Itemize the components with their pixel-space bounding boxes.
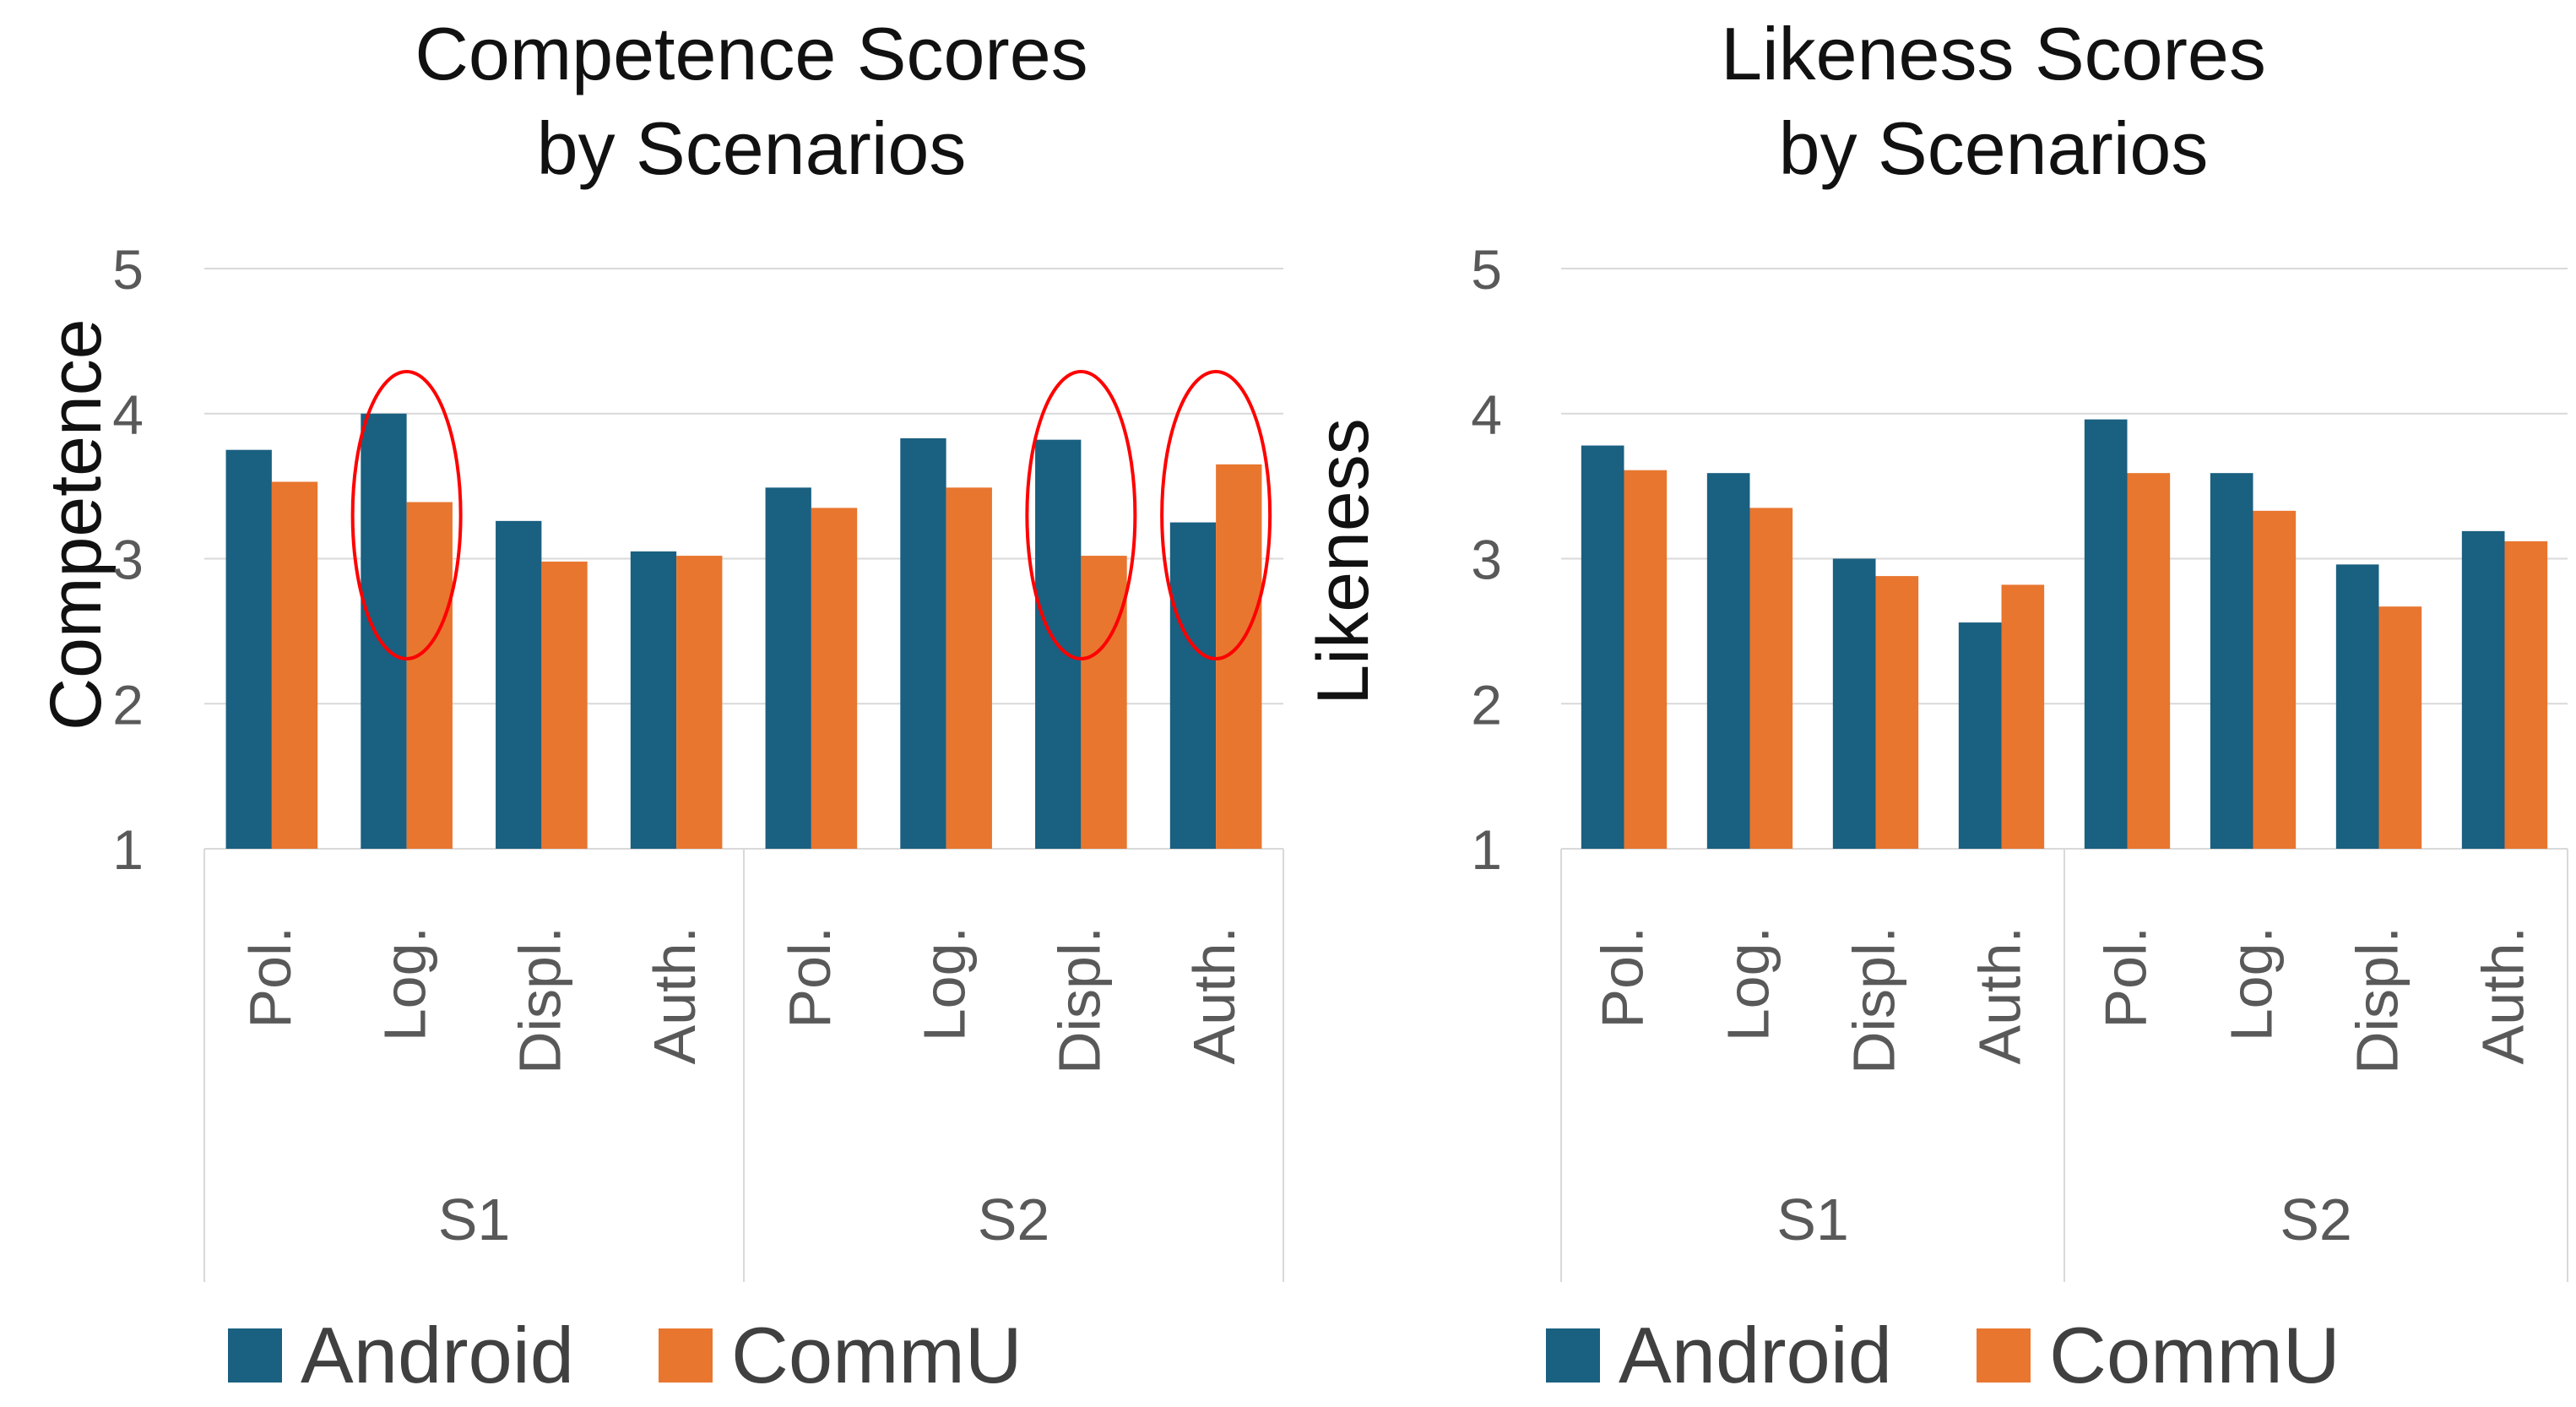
x-tick-label: Displ. (2345, 926, 2411, 1074)
x-tick-label: Pol. (2093, 926, 2159, 1029)
group-label: S1 (1776, 1187, 1849, 1252)
x-tick-label: Pol. (237, 926, 303, 1029)
chart-title-line-1: Competence Scores (415, 12, 1088, 95)
x-tick-label: Auth. (1967, 926, 2033, 1064)
highlight-ellipse (350, 370, 463, 660)
bar-android (630, 551, 677, 849)
highlight-ellipse (1160, 370, 1272, 660)
x-tick-label: Auth. (642, 926, 708, 1064)
x-tick-label: Auth. (2470, 926, 2536, 1064)
legend-label-commu: CommU (2049, 1311, 2340, 1399)
highlight-ellipse (1025, 370, 1137, 660)
competence-bar-chart: 1 2 3 4 5 Pol. Log. Displ. Auth. Pol. Log. Displ. Au… (112, 238, 1284, 1282)
y-tick-label: 5 (112, 238, 144, 301)
commu-swatch (1977, 1328, 2031, 1383)
y-tick-label: 1 (1471, 818, 1502, 881)
bar-commu (406, 502, 453, 849)
android-swatch (1546, 1328, 1600, 1383)
bar-commu (2504, 541, 2548, 849)
y-tick-label: 4 (112, 383, 144, 446)
y-tick-label: 3 (112, 529, 144, 591)
x-tick-label: Auth. (1181, 926, 1247, 1064)
commu-swatch (659, 1328, 713, 1383)
group-label: S2 (978, 1187, 1050, 1252)
x-tick-label: Log. (2219, 926, 2285, 1041)
bar-android (496, 520, 542, 849)
bar-android (1832, 558, 1876, 849)
bar-commu (1749, 508, 1793, 849)
x-tick-label: Log. (912, 926, 978, 1041)
bar-commu (1875, 576, 1919, 849)
y-tick-label: 5 (1471, 238, 1502, 301)
bar-commu (811, 508, 858, 849)
bar-android (2210, 473, 2253, 849)
bar-commu (946, 487, 992, 849)
legend-item-android: Android (228, 1310, 574, 1401)
bar-android (2335, 564, 2379, 849)
x-tick-label: Log. (1716, 926, 1782, 1041)
bar-android (361, 413, 407, 849)
bar-android (2084, 419, 2128, 849)
bar-android (2461, 530, 2505, 849)
y-tick-label: 2 (1471, 673, 1502, 736)
bar-commu (1624, 470, 1668, 849)
x-tick-label: Pol. (777, 926, 843, 1029)
legend-item-commu: CommU (1977, 1310, 2340, 1401)
x-tick-label: Displ. (507, 926, 572, 1074)
legend-item-android: Android (1546, 1310, 1892, 1401)
chart-title-line-1: Likeness Scores (1721, 12, 2266, 95)
legend-label-commu: CommU (731, 1311, 1022, 1399)
bar-commu (2001, 584, 2045, 849)
bar-android (765, 487, 811, 849)
bar-android (225, 449, 272, 849)
y-tick-label: 3 (1471, 529, 1502, 591)
chart-title-line-2: by Scenarios (1778, 106, 2209, 190)
y-tick-label: 1 (112, 818, 144, 881)
legend-item-commu: CommU (659, 1310, 1022, 1401)
bar-android (1169, 522, 1217, 849)
bar-commu (676, 556, 723, 849)
bar-android (1581, 445, 1624, 849)
y-tick-label: 4 (1471, 383, 1502, 446)
chart-title: Competence Scores by Scenarios (308, 7, 1195, 196)
chart-title-line-2: by Scenarios (536, 106, 967, 190)
x-tick-label: Pol. (1590, 926, 1656, 1029)
x-tick-label: Log. (372, 926, 438, 1041)
bar-commu (1081, 556, 1127, 849)
bar-commu (2127, 473, 2171, 849)
group-label: S2 (2280, 1187, 2352, 1252)
bar-commu (2378, 606, 2422, 849)
y-tick-label: 2 (112, 673, 144, 736)
android-swatch (228, 1328, 282, 1383)
chart-title: Likeness Scores by Scenarios (1550, 7, 2437, 196)
bar-commu (271, 481, 318, 849)
bar-commu (2253, 510, 2297, 849)
legend: Android CommU (1546, 1310, 2425, 1401)
legend-label-android: Android (1619, 1311, 1892, 1399)
competence-chart-panel: Competence Scores by Scenarios Competenc… (35, 7, 1284, 1401)
bar-android (1706, 473, 1750, 849)
bar-android (1958, 622, 2002, 849)
bar-android (900, 437, 946, 849)
x-tick-label: Displ. (1046, 926, 1112, 1074)
x-tick-label: Displ. (1841, 926, 1907, 1074)
likeness-bar-chart: 1 2 3 4 5 Pol. Log. Displ. Auth. Pol. Log. Displ. Au… (1471, 238, 2568, 1282)
bar-commu (541, 561, 588, 849)
legend: Android CommU (228, 1310, 1107, 1401)
group-label: S1 (438, 1187, 511, 1252)
legend-label-android: Android (301, 1311, 574, 1399)
